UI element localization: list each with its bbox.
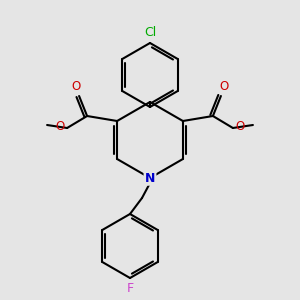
Text: Cl: Cl [144, 26, 156, 39]
Text: O: O [219, 80, 229, 93]
Text: F: F [126, 282, 134, 295]
Text: O: O [56, 121, 65, 134]
Text: N: N [145, 172, 155, 184]
Text: O: O [71, 80, 81, 93]
Text: O: O [235, 121, 244, 134]
